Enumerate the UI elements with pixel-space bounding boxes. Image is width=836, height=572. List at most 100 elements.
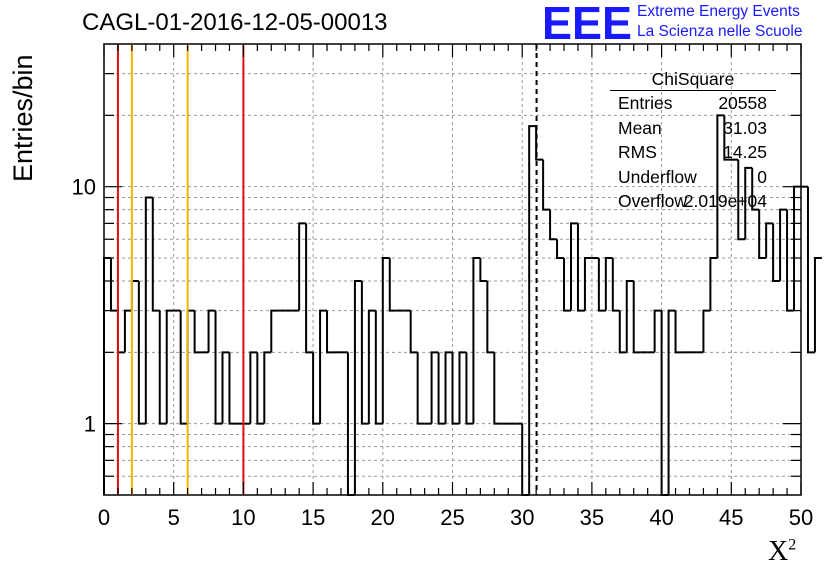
x-tick-label: 15 bbox=[301, 505, 325, 530]
histogram-bin bbox=[437, 352, 446, 425]
histogram-bin bbox=[737, 159, 746, 241]
logo-mark: EEE bbox=[542, 2, 632, 42]
histogram-bin bbox=[130, 279, 139, 311]
logo-text-line2: La Scienza nelle Scuole bbox=[637, 23, 803, 40]
histogram-bin bbox=[381, 257, 390, 424]
histogram-bin bbox=[604, 257, 613, 311]
histogram-bin bbox=[611, 258, 620, 312]
histogram-bin bbox=[416, 352, 425, 425]
histogram-bin bbox=[326, 310, 335, 354]
histogram-bin bbox=[451, 352, 460, 425]
x-axis-superscript: 2 bbox=[788, 536, 797, 554]
stats-row-rms: RMS 14.25 bbox=[610, 140, 776, 165]
histogram-bin bbox=[625, 279, 634, 353]
stats-key: RMS bbox=[618, 142, 657, 162]
histogram-bin bbox=[779, 208, 788, 281]
histogram-bin bbox=[103, 257, 111, 495]
histogram-bin bbox=[597, 258, 606, 312]
histogram-bin bbox=[716, 114, 725, 259]
stats-key: Mean bbox=[618, 117, 662, 138]
histogram-bin bbox=[583, 257, 592, 311]
histogram-bin bbox=[116, 310, 125, 354]
histogram-bin bbox=[179, 310, 188, 425]
histogram-bin bbox=[528, 125, 537, 495]
histogram-bin bbox=[256, 352, 265, 425]
histogram-bin bbox=[632, 280, 641, 354]
histogram-bin bbox=[186, 309, 195, 424]
stats-row-mean: Mean 31.03 bbox=[610, 116, 776, 141]
histogram-bin bbox=[576, 223, 585, 312]
histogram-bin bbox=[563, 258, 571, 312]
x-tick-label: 20 bbox=[371, 505, 395, 530]
histogram-bin bbox=[298, 222, 307, 311]
histogram-bin bbox=[109, 258, 118, 312]
histogram-bin bbox=[806, 186, 815, 354]
histogram-bin bbox=[305, 223, 314, 354]
stats-divider bbox=[610, 90, 776, 91]
x-tick-label: 35 bbox=[580, 505, 604, 530]
histogram-bin bbox=[772, 223, 781, 282]
x-axis-symbol: X bbox=[768, 536, 789, 567]
x-tick-label: 25 bbox=[440, 505, 464, 530]
histogram-bin bbox=[137, 280, 146, 425]
x-tick-label: 10 bbox=[231, 505, 255, 530]
stats-value: 14.25 bbox=[723, 142, 767, 162]
histogram-bin bbox=[653, 309, 662, 353]
chart-title: CAGL-01-2016-12-05-00013 bbox=[82, 9, 388, 36]
histogram-bin bbox=[486, 280, 495, 354]
histogram-bin bbox=[765, 222, 774, 259]
histogram-bin bbox=[319, 309, 328, 424]
histogram-bin bbox=[360, 280, 369, 425]
axis-ticks bbox=[103, 44, 802, 495]
histogram-bin bbox=[374, 310, 383, 425]
histogram-bin bbox=[214, 310, 223, 425]
stats-title: ChiSquare bbox=[651, 69, 735, 89]
y-tick-label: 1 bbox=[84, 412, 96, 437]
histogram-bin bbox=[723, 115, 732, 161]
histogram-bin bbox=[312, 352, 321, 425]
histogram-bin bbox=[388, 258, 397, 312]
histogram-bin bbox=[542, 159, 551, 211]
histogram-bin bbox=[367, 309, 376, 424]
histogram-bin bbox=[702, 309, 711, 353]
histogram-bin bbox=[667, 309, 676, 495]
histogram-bin bbox=[270, 309, 279, 353]
histogram-bin bbox=[556, 239, 565, 260]
eee-logo: EEE bbox=[542, 2, 632, 42]
stats-value: 20558 bbox=[718, 93, 767, 113]
histogram-bin bbox=[158, 310, 167, 425]
x-axis-label: X2 bbox=[768, 536, 796, 568]
histogram-bin bbox=[472, 257, 481, 424]
histogram-bin bbox=[660, 310, 669, 496]
histogram-bin bbox=[709, 257, 718, 311]
x-tick-label: 40 bbox=[649, 505, 673, 530]
stats-row-entries: Entries 20558 bbox=[610, 91, 776, 116]
histogram-bin bbox=[165, 309, 174, 424]
logo-text-line1: Extreme Energy Events bbox=[637, 3, 800, 20]
stats-value: 0 bbox=[757, 166, 767, 187]
histogram-bin bbox=[674, 310, 683, 354]
histogram-bin bbox=[193, 310, 202, 354]
histogram-bin bbox=[786, 209, 795, 312]
x-tick-label: 0 bbox=[98, 505, 110, 530]
x-tick-label: 5 bbox=[168, 505, 180, 530]
stats-value: 2.019e+04 bbox=[683, 191, 767, 211]
histogram-bin bbox=[458, 351, 467, 424]
histogram-bin bbox=[549, 209, 558, 241]
stats-row-overflow: Overflow 2.019e+04 bbox=[610, 189, 776, 214]
stats-key: Overflow bbox=[618, 191, 688, 211]
histogram-bin bbox=[479, 258, 488, 282]
x-tick-label: 50 bbox=[789, 505, 813, 530]
histogram-bin bbox=[493, 352, 502, 425]
histogram-bin bbox=[465, 352, 474, 425]
histogram-bin bbox=[228, 352, 237, 425]
stats-box: ChiSquare Entries 20558 Mean 31.03 RMS 1… bbox=[610, 68, 776, 214]
reference-lines bbox=[116, 44, 538, 495]
histogram-bin bbox=[249, 351, 258, 424]
histogram-bin bbox=[618, 310, 627, 354]
y-axis-label: Entries/bin bbox=[8, 54, 38, 182]
histogram-bin bbox=[430, 351, 439, 424]
y-tick-label: 10 bbox=[72, 175, 96, 200]
stats-row-underflow: Underflow 0 bbox=[610, 165, 776, 190]
